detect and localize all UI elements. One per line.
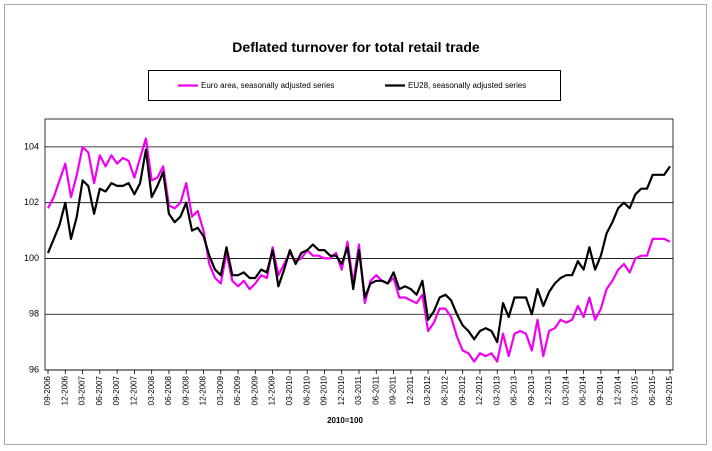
x-tick-label: 03-2012 <box>423 375 432 405</box>
series-line <box>46 148 671 344</box>
x-tick-label: 03-2009 <box>216 375 225 405</box>
x-tick-label: 09-2007 <box>112 375 121 405</box>
x-tick-label: 09-2012 <box>458 375 467 405</box>
x-tick-label: 03-2015 <box>631 375 640 405</box>
x-tick-label: 12-2009 <box>268 375 277 405</box>
x-tick-label: 06-2008 <box>164 375 173 405</box>
x-tick-label: 09-2006 <box>43 375 52 405</box>
x-tick-label: 03-2010 <box>285 375 294 405</box>
x-tick-label: 03-2008 <box>147 375 156 405</box>
x-tick-label: 06-2009 <box>233 375 242 405</box>
x-tick-label: 09-2009 <box>250 375 259 405</box>
x-tick-label: 09-2008 <box>181 375 190 405</box>
x-tick-label: 12-2010 <box>337 375 346 405</box>
x-tick-label: 12-2007 <box>129 375 138 405</box>
y-tick-label: 96 <box>29 364 39 374</box>
x-tick-label: 09-2014 <box>596 375 605 405</box>
x-tick-label: 06-2015 <box>648 375 657 405</box>
y-tick-label: 102 <box>24 197 39 207</box>
x-tick-label: 06-2007 <box>95 375 104 405</box>
x-axis-label: 2010=100 <box>327 416 363 425</box>
x-tick-label: 12-2013 <box>544 375 553 405</box>
x-tick-label: 09-2013 <box>527 375 536 405</box>
x-tick-label: 03-2007 <box>78 375 87 405</box>
x-tick-label: 12-2011 <box>406 375 415 404</box>
x-tick-label: 06-2010 <box>302 375 311 405</box>
series-line <box>47 137 671 363</box>
x-tick-label: 03-2011 <box>354 375 363 404</box>
x-tick-label: 12-2014 <box>613 375 622 405</box>
chart-title: Deflated turnover for total retail trade <box>232 39 480 55</box>
x-tick-label: 06-2013 <box>510 375 519 405</box>
x-tick-label: 12-2008 <box>199 375 208 405</box>
x-tick-label: 09-2011 <box>389 375 398 404</box>
x-tick-label: 12-2012 <box>475 375 484 405</box>
y-tick-label: 100 <box>24 253 39 263</box>
x-tick-label: 09-2015 <box>665 375 674 405</box>
x-tick-label: 06-2011 <box>371 375 380 404</box>
frame <box>4 4 707 445</box>
legend-label: Euro area, seasonally adjusted series <box>201 81 334 90</box>
x-tick-label: 09-2010 <box>320 375 329 405</box>
x-tick-label: 06-2014 <box>579 375 588 405</box>
x-tick-label: 03-2014 <box>561 375 570 405</box>
legend <box>148 70 561 101</box>
x-tick-label: 03-2013 <box>492 375 501 405</box>
legend-label: EU28, seasonally adjusted series <box>408 81 526 90</box>
y-tick-label: 98 <box>29 309 39 319</box>
x-tick-label: 06-2012 <box>440 375 449 405</box>
y-tick-label: 104 <box>24 141 39 151</box>
x-tick-label: 12-2006 <box>60 375 69 405</box>
